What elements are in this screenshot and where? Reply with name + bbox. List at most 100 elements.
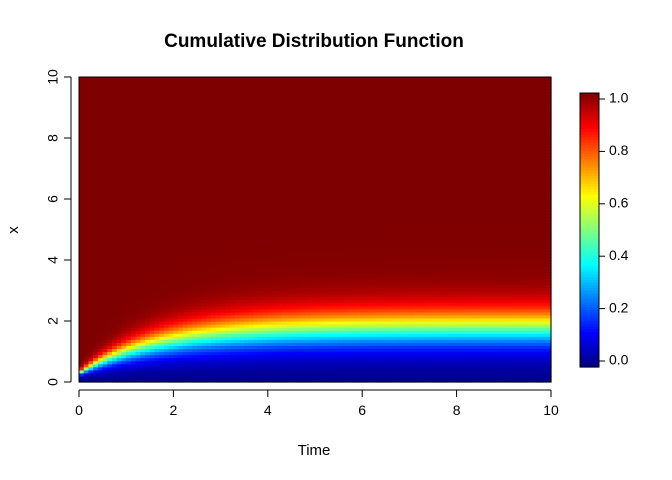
heatmap-cell [79, 183, 85, 188]
heatmap-cell [263, 80, 269, 84]
heatmap-cell [154, 339, 160, 343]
heatmap-cell [83, 83, 90, 87]
heatmap-cell [83, 189, 90, 194]
heatmap-cell [234, 324, 241, 328]
heatmap-cell [215, 168, 222, 173]
heatmap-cell [130, 247, 137, 252]
heatmap-cell [88, 287, 94, 292]
heatmap-cell [310, 150, 316, 154]
heatmap-cell [234, 327, 241, 331]
heatmap-cell [168, 345, 174, 350]
heatmap-cell [116, 104, 123, 109]
heatmap-cell [267, 171, 274, 176]
heatmap-cell [206, 272, 212, 276]
heatmap-cell [206, 369, 212, 374]
heatmap-cell [220, 321, 226, 325]
heatmap-cell [154, 241, 160, 246]
heatmap-cell [300, 189, 307, 194]
heatmap-cell [296, 171, 302, 176]
heatmap-cell [310, 226, 316, 231]
heatmap-cell [277, 168, 283, 173]
heatmap-cell [168, 333, 174, 337]
heatmap-cell [182, 269, 189, 273]
heatmap-cell [263, 324, 269, 328]
heatmap-cell [159, 89, 165, 93]
heatmap-cell [215, 366, 222, 371]
heatmap-cell [112, 183, 118, 188]
heatmap-cell [220, 192, 226, 197]
heatmap-cell [300, 101, 307, 106]
heatmap-cell [182, 128, 189, 133]
heatmap-cell [140, 348, 146, 353]
heatmap-cell [145, 89, 151, 93]
heatmap-cell [178, 89, 184, 93]
heatmap-cell [272, 324, 278, 328]
heatmap-cell [112, 299, 118, 304]
heatmap-cell [286, 232, 292, 237]
heatmap-cell [154, 333, 160, 337]
heatmap-cell [305, 263, 311, 267]
heatmap-cell [93, 89, 99, 93]
heatmap-cell [296, 232, 302, 237]
heatmap-cell [102, 256, 108, 261]
heatmap-cell [296, 77, 302, 81]
heatmap-cell [215, 214, 222, 218]
heatmap-cell [230, 214, 236, 218]
heatmap-cell [116, 168, 123, 173]
heatmap-cell [154, 131, 160, 136]
heatmap-cell [277, 263, 283, 267]
heatmap-cell [140, 375, 146, 380]
heatmap-cell [267, 122, 274, 127]
heatmap-cell [310, 223, 316, 228]
heatmap-cell [258, 354, 264, 359]
heatmap-cell [168, 324, 174, 328]
heatmap-cell [258, 281, 264, 285]
heatmap-cell [154, 284, 160, 289]
heatmap-cell [296, 378, 302, 383]
heatmap-cell [102, 162, 108, 167]
heatmap-cell [112, 92, 118, 96]
heatmap-cell [182, 253, 189, 258]
heatmap-cell [248, 168, 255, 173]
heatmap-cell [258, 220, 264, 224]
heatmap-cell [215, 360, 222, 365]
heatmap-cell [145, 153, 151, 157]
heatmap-cell [253, 223, 259, 228]
heatmap-cell [83, 372, 90, 377]
heatmap-cell [135, 153, 141, 157]
heatmap-cell [93, 220, 99, 224]
heatmap-cell [126, 363, 132, 368]
heatmap-cell [93, 110, 99, 115]
heatmap-cell [79, 119, 85, 124]
heatmap-cell [140, 235, 146, 240]
heatmap-cell [163, 192, 170, 197]
heatmap-cell [116, 183, 123, 188]
heatmap-cell [149, 92, 156, 96]
heatmap-cell [230, 147, 236, 151]
heatmap-cell [277, 290, 283, 295]
heatmap-cell [296, 211, 302, 215]
heatmap-cell [182, 287, 189, 292]
heatmap-cell [281, 321, 288, 325]
heatmap-cell [258, 256, 264, 261]
heatmap-cell [230, 195, 236, 200]
heatmap-cell [291, 86, 297, 90]
heatmap-cell [296, 272, 302, 276]
heatmap-cell [178, 296, 184, 301]
heatmap-cell [107, 327, 113, 331]
heatmap-cell [135, 171, 141, 176]
heatmap-cell [126, 250, 132, 255]
heatmap-cell [88, 77, 94, 81]
heatmap-cell [215, 321, 222, 325]
heatmap-cell [296, 199, 302, 203]
heatmap-cell [93, 330, 99, 334]
heatmap-cell [116, 305, 123, 310]
heatmap-cell [93, 199, 99, 203]
heatmap-cell [173, 220, 179, 224]
heatmap-cell [244, 308, 250, 313]
heatmap-cell [263, 232, 269, 237]
heatmap-cell [277, 275, 283, 279]
heatmap-cell [168, 83, 174, 87]
heatmap-cell [263, 214, 269, 218]
heatmap-cell [187, 256, 193, 261]
